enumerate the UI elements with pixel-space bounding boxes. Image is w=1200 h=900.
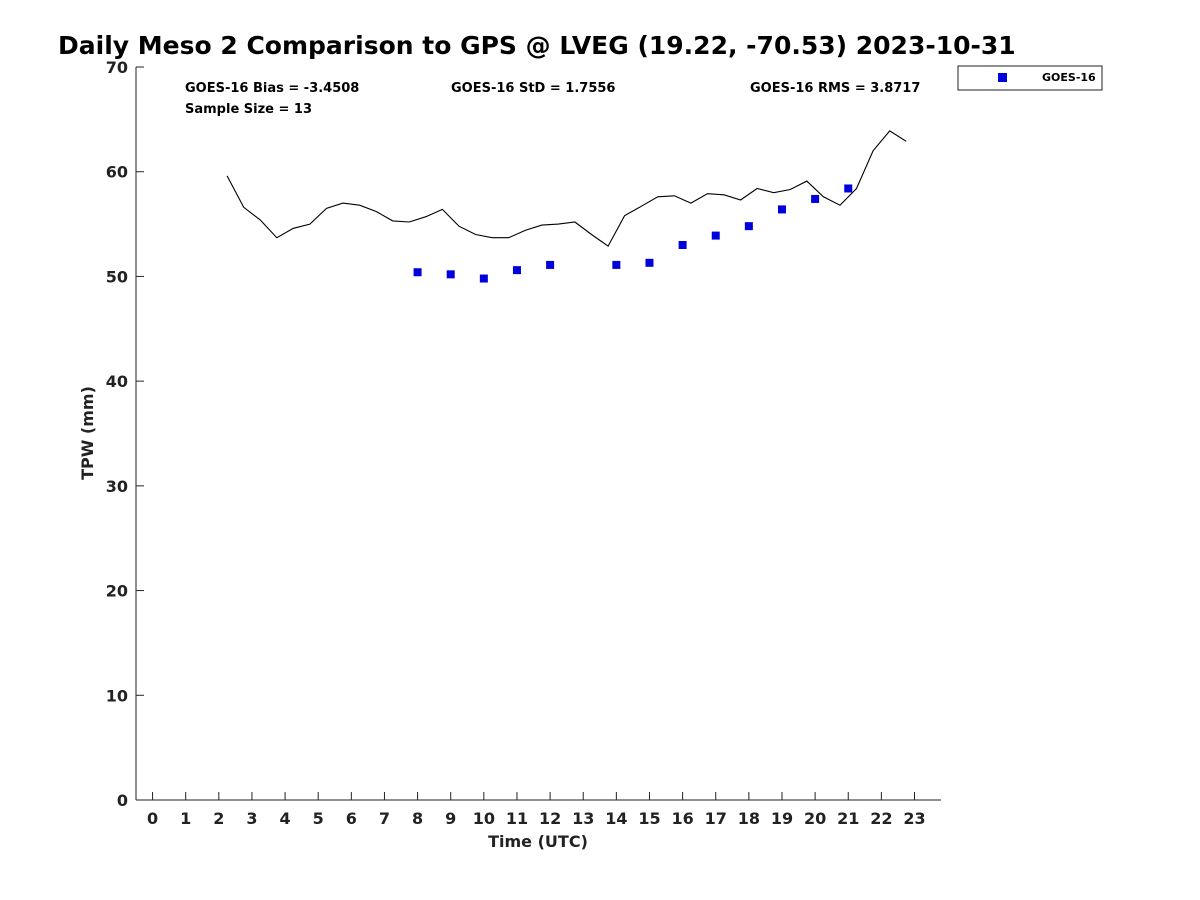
x-tick-label: 15 (638, 809, 660, 828)
goes16-point (612, 260, 621, 269)
y-axis-label: TPW (mm) (78, 386, 97, 480)
goes16-point (744, 222, 753, 231)
goes16-point (446, 270, 455, 279)
y-tick-label: 30 (106, 477, 128, 496)
chart-title: Daily Meso 2 Comparison to GPS @ LVEG (1… (58, 31, 1016, 60)
rms-stat: GOES-16 RMS = 3.8717 (750, 81, 920, 96)
y-tick-label: 40 (106, 372, 128, 391)
x-axis-label: Time (UTC) (488, 832, 588, 851)
x-tick-label: 14 (605, 809, 627, 828)
y-ticks: 0 10 20 30 40 50 60 70 (106, 58, 144, 810)
x-tick-label: 17 (705, 809, 727, 828)
y-tick-label: 0 (117, 791, 128, 810)
goes16-point (811, 194, 820, 203)
goes16-point (711, 231, 720, 240)
x-tick-label: 7 (379, 809, 390, 828)
goes16-point (512, 266, 521, 275)
x-tick-label: 20 (804, 809, 826, 828)
goes16-point (413, 268, 422, 277)
x-tick-label: 3 (246, 809, 257, 828)
std-stat: GOES-16 StD = 1.7556 (451, 81, 615, 96)
x-tick-label: 8 (412, 809, 423, 828)
goes16-point (844, 184, 853, 193)
x-tick-label: 12 (539, 809, 561, 828)
x-tick-label: 10 (473, 809, 495, 828)
x-tick-label: 21 (837, 809, 859, 828)
x-tick-label: 5 (313, 809, 324, 828)
x-tick-label: 0 (147, 809, 158, 828)
sample-size-stat: Sample Size = 13 (185, 102, 312, 117)
x-tick-label: 13 (572, 809, 594, 828)
y-tick-label: 50 (106, 267, 128, 286)
x-ticks: 0 1 2 3 4 5 6 7 8 9 10 11 12 13 14 15 16 17 18 19 20 21 22 23 (147, 792, 926, 828)
goes16-point (479, 274, 488, 283)
x-tick-label: 18 (738, 809, 760, 828)
y-tick-label: 60 (106, 163, 128, 182)
x-tick-label: 6 (346, 809, 357, 828)
x-tick-label: 2 (213, 809, 224, 828)
legend-label-goes16: GOES-16 (1042, 71, 1096, 84)
bias-stat: GOES-16 Bias = -3.4508 (185, 81, 359, 96)
legend-box (957, 65, 1103, 91)
x-tick-label: 11 (506, 809, 528, 828)
legend-marker-goes16 (998, 73, 1007, 82)
series-layer (226, 130, 907, 283)
y-tick-label: 10 (106, 686, 128, 705)
goes16-point (546, 260, 555, 269)
gps-tpw-line (226, 130, 907, 247)
x-tick-label: 4 (280, 809, 291, 828)
x-tick-label: 1 (180, 809, 191, 828)
x-tick-label: 9 (445, 809, 456, 828)
x-tick-label: 16 (671, 809, 693, 828)
goes16-point (678, 241, 687, 250)
goes16-point (645, 258, 654, 267)
y-tick-label: 70 (106, 58, 128, 77)
legend: GOES-16 (957, 65, 1103, 91)
goes16-point (777, 205, 786, 214)
x-tick-label: 19 (771, 809, 793, 828)
x-tick-label: 23 (903, 809, 925, 828)
plot-axes (135, 67, 941, 801)
y-tick-label: 20 (106, 582, 128, 601)
x-tick-label: 22 (870, 809, 892, 828)
